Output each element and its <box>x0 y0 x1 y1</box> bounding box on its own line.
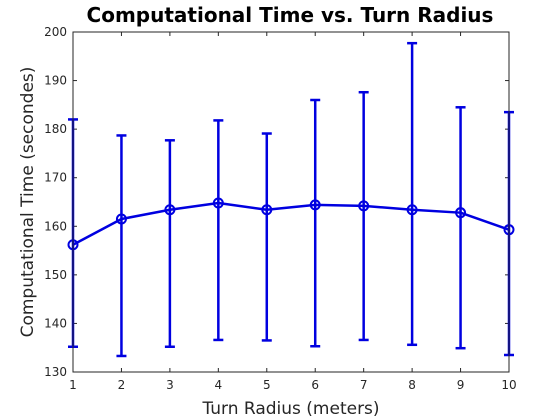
x-tick-label: 9 <box>457 378 465 392</box>
x-axis-label: Turn Radius (meters) <box>201 399 379 419</box>
x-tick-label: 8 <box>408 378 416 392</box>
x-tick-label: 6 <box>311 378 319 392</box>
y-tick-label: 160 <box>44 219 67 233</box>
y-tick-label: 190 <box>44 74 67 88</box>
y-tick-label: 140 <box>44 316 67 330</box>
x-tick-label: 1 <box>69 378 77 392</box>
x-tick-label: 2 <box>118 378 126 392</box>
x-tick-label: 5 <box>263 378 271 392</box>
x-tick-label: 4 <box>215 378 223 392</box>
x-tick-label: 10 <box>501 378 516 392</box>
x-tick-label: 7 <box>360 378 368 392</box>
y-tick-label: 200 <box>44 25 67 39</box>
y-tick-label: 150 <box>44 268 67 282</box>
x-tick-label: 3 <box>166 378 174 392</box>
chart-title: Computational Time vs. Turn Radius <box>87 3 494 27</box>
y-axis-label: Computational Time (secondes) <box>18 67 38 338</box>
y-tick-label: 180 <box>44 122 67 136</box>
plot-area <box>73 32 509 372</box>
y-tick-label: 170 <box>44 171 67 185</box>
y-tick-label: 130 <box>44 365 67 379</box>
